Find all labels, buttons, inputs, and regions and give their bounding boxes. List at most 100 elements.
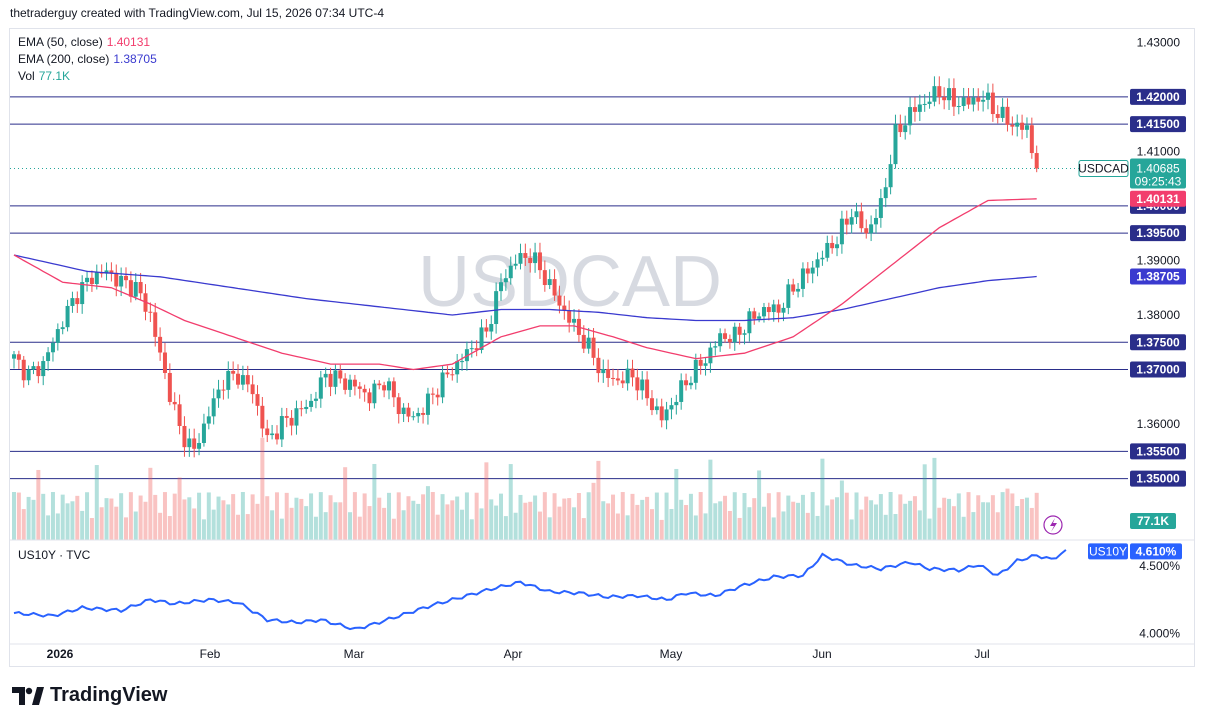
candle-body <box>581 334 586 349</box>
candle-body <box>474 348 479 350</box>
volume-bar <box>718 501 723 540</box>
volume-bar <box>547 517 552 540</box>
candle-body <box>625 368 630 384</box>
volume-bar <box>430 492 435 540</box>
candle-body <box>898 124 903 133</box>
volume-bar <box>192 508 197 540</box>
volume-bar <box>654 492 659 540</box>
brand-name: TradingView <box>50 684 168 706</box>
candle-body <box>318 377 323 399</box>
lightning-button[interactable] <box>1043 515 1063 535</box>
legend-us10y[interactable]: US10Y · TVC <box>18 548 90 562</box>
volume-bar <box>255 503 260 540</box>
candle-body <box>240 375 245 385</box>
volume-bar <box>1010 493 1015 540</box>
volume-bar <box>309 493 314 540</box>
volume-bar <box>323 512 328 540</box>
volume-bar <box>761 506 766 540</box>
volume-bar <box>971 512 976 540</box>
volume-bar <box>567 498 572 540</box>
candle-body <box>435 394 440 398</box>
volume-bar <box>1024 497 1029 540</box>
level-tag: 1.37000 <box>1136 363 1180 377</box>
candle-body <box>104 270 109 274</box>
volume-bar <box>133 511 138 540</box>
volume-bar <box>206 492 211 540</box>
candle-body <box>46 352 51 362</box>
candle-body <box>835 244 840 249</box>
candle-body <box>971 97 976 105</box>
volume-bar <box>630 493 635 540</box>
candle-body <box>513 263 518 266</box>
volume-bar <box>864 496 869 540</box>
candle-body <box>333 370 338 387</box>
candle-body <box>162 352 167 373</box>
legend-volume[interactable]: Vol 77.1K <box>18 69 70 83</box>
volume-bar <box>216 496 221 540</box>
candle-body <box>586 337 591 349</box>
volume-bar <box>455 496 460 540</box>
volume-bar <box>757 470 762 540</box>
volume-bar <box>128 492 133 540</box>
volume-bar <box>576 493 581 540</box>
candle-body <box>50 342 55 353</box>
volume-bar <box>830 499 835 540</box>
candle-body <box>572 318 577 323</box>
time-tick-label: Mar <box>344 647 365 661</box>
volume-bar <box>688 493 693 540</box>
level-tag: 1.41500 <box>1136 117 1180 131</box>
candle-body <box>304 406 309 410</box>
candle-body <box>688 382 693 386</box>
ema50-value: 1.40131 <box>106 35 151 49</box>
candle-body <box>922 103 927 105</box>
legend-ema50[interactable]: EMA (50, close) 1.40131 <box>18 35 150 49</box>
candle-body <box>94 272 99 285</box>
volume-bar <box>372 463 377 540</box>
candle-body <box>1005 106 1010 125</box>
legend-ema200[interactable]: EMA (200, close) 1.38705 <box>18 52 157 66</box>
volume-bar <box>172 493 177 540</box>
candle-body <box>294 408 299 426</box>
volume-bar <box>820 458 825 540</box>
volume-bar <box>791 501 796 540</box>
volume-bar <box>494 505 499 540</box>
symbol-tag: USDCAD <box>1078 162 1129 176</box>
candle-body <box>469 348 474 350</box>
candle-body <box>309 400 314 407</box>
tradingview-logo[interactable]: TradingView <box>12 684 167 707</box>
volume-bar <box>844 492 849 540</box>
volume-bar <box>776 492 781 540</box>
volume-bar <box>435 514 440 540</box>
candle-body <box>557 295 562 306</box>
symbol-tag-bg <box>1078 160 1129 178</box>
candle-body <box>114 272 119 287</box>
volume-bar <box>557 506 562 540</box>
volume-bar <box>153 494 158 540</box>
level-tag-bg <box>1130 361 1186 378</box>
volume-bar <box>75 495 80 540</box>
candle-body <box>270 433 275 436</box>
volume-bar <box>922 464 927 540</box>
candle-body <box>864 228 869 234</box>
volume-bar <box>450 500 455 540</box>
candle-body <box>148 311 153 313</box>
volume-bar <box>109 498 114 540</box>
volume-bar <box>1029 507 1034 540</box>
candle-body <box>815 259 820 268</box>
candle-body <box>89 277 94 285</box>
price-tick-label: 1.38000 <box>1137 308 1181 322</box>
candle-body <box>552 279 557 296</box>
candle-body <box>961 97 966 107</box>
level-tag-bg <box>1130 470 1186 487</box>
volume-bar <box>693 515 698 540</box>
volume-bar <box>796 502 801 540</box>
chart-header: thetraderguy created with TradingView.co… <box>10 6 384 20</box>
candle-body <box>31 366 36 370</box>
volume-bar <box>391 518 396 540</box>
volume-bar <box>917 510 922 540</box>
candle-body <box>708 347 713 364</box>
candle-body <box>367 392 372 404</box>
candle-body <box>226 370 231 390</box>
volume-bar <box>357 516 362 540</box>
